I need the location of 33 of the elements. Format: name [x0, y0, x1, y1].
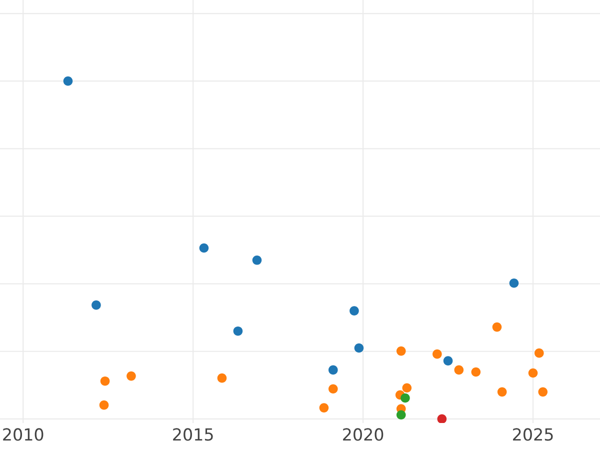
point	[233, 326, 243, 336]
point	[471, 367, 481, 377]
point	[319, 403, 329, 412]
point	[402, 383, 412, 393]
point	[100, 376, 110, 386]
point	[538, 387, 548, 397]
point	[328, 365, 338, 375]
point	[534, 348, 544, 358]
point	[396, 410, 406, 420]
x-tick-label: 2025	[513, 428, 553, 441]
point	[400, 393, 410, 403]
point	[350, 306, 359, 316]
point	[328, 384, 338, 394]
point	[217, 373, 227, 383]
point	[126, 371, 136, 381]
point	[528, 368, 538, 378]
x-tick-label: 2020	[343, 428, 384, 441]
x-tick-label: 2010	[3, 428, 44, 441]
point	[437, 414, 447, 423]
point	[492, 322, 502, 332]
point	[396, 346, 406, 356]
point	[497, 387, 507, 397]
point	[63, 76, 73, 86]
x-tick-label: 2015	[173, 428, 213, 441]
point	[199, 243, 209, 253]
point	[454, 365, 464, 375]
point	[443, 356, 453, 366]
point	[92, 300, 101, 310]
point	[252, 255, 262, 265]
point	[354, 343, 364, 353]
point	[432, 349, 442, 359]
point	[99, 400, 109, 410]
point	[509, 278, 519, 288]
